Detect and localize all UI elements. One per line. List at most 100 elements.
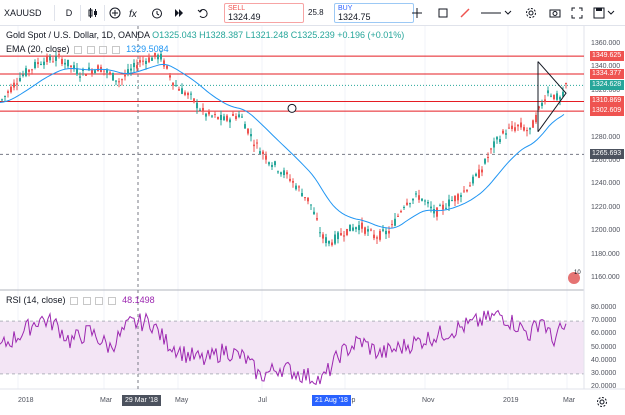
settings-icon[interactable] (524, 4, 538, 22)
candle-body (193, 98, 195, 103)
price-axis-label: 1340.000 (591, 63, 621, 71)
eye-icon[interactable] (74, 45, 83, 54)
price-tag: 1349.625 (590, 51, 624, 62)
alert-icon[interactable] (150, 4, 164, 22)
crosshair-icon[interactable] (410, 4, 424, 22)
buy-price: 1324.75 (338, 12, 371, 22)
candle-body (400, 211, 402, 213)
candle-body (553, 94, 555, 100)
bar-style-icon[interactable] (86, 4, 100, 22)
time-tag: 29 Mar '18 (122, 395, 161, 406)
settings-icon[interactable] (86, 45, 95, 54)
candle-body (364, 227, 366, 234)
candle-body (529, 127, 531, 130)
candle-body (484, 159, 486, 164)
candle-body (562, 91, 564, 97)
save-icon[interactable] (592, 4, 616, 22)
candle-body (268, 162, 270, 165)
candle-body (37, 62, 39, 65)
candles (1, 49, 567, 247)
fullscreen-icon[interactable] (570, 4, 584, 22)
candle-body (175, 85, 177, 87)
sell-button[interactable]: SELL 1324.49 (224, 3, 304, 23)
main-legend: Gold Spot / U.S. Dollar, 1D, OANDA O1325… (6, 30, 404, 40)
candle-body (148, 57, 150, 63)
candle-body (433, 208, 435, 214)
more-icon[interactable] (111, 45, 120, 54)
candle-body (523, 127, 525, 131)
candle-body (16, 83, 18, 85)
candle-body (142, 60, 144, 62)
candle-body (514, 127, 516, 131)
candle-body (304, 197, 306, 199)
replay-icon[interactable] (172, 4, 186, 22)
settings-icon[interactable] (82, 296, 91, 305)
more-icon[interactable] (107, 296, 116, 305)
rectangle-icon[interactable] (436, 4, 450, 22)
candle-body (262, 151, 264, 155)
candle-body (259, 151, 261, 154)
time-axis-label: Mar (563, 397, 576, 404)
line-style-dropdown[interactable] (478, 4, 514, 22)
candle-body (127, 69, 129, 74)
rsi-band (0, 321, 584, 374)
candle-body (340, 233, 342, 236)
compare-icon[interactable]: fx (128, 4, 144, 22)
candle-body (367, 229, 369, 232)
candle-body (112, 72, 114, 81)
candle-body (385, 230, 387, 235)
flag-icon[interactable] (568, 272, 580, 284)
drawing-icon[interactable] (458, 4, 472, 22)
candle-body (544, 99, 546, 102)
ema-line (0, 63, 565, 229)
candle-body (199, 109, 201, 111)
interval-button[interactable]: D (62, 4, 76, 22)
spread-value: 25.8 (308, 8, 324, 17)
indicators-icon[interactable] (108, 4, 122, 22)
time-axis-label: Nov (422, 397, 435, 404)
marker-circle (287, 103, 297, 113)
price-chart[interactable] (0, 26, 625, 415)
symbol-search[interactable]: XAUUSD (4, 4, 48, 22)
candle-body (394, 218, 396, 226)
price-tag: 1324.628 (590, 80, 624, 91)
candle-body (85, 74, 87, 76)
candle-body (427, 201, 429, 204)
candle-body (469, 185, 471, 187)
close-icon[interactable] (99, 45, 108, 54)
candle-body (58, 54, 60, 56)
candle-body (34, 61, 36, 68)
candle-body (67, 59, 69, 67)
price-tag: 1265.693 (590, 149, 624, 160)
candle-body (403, 207, 405, 209)
candle-body (496, 137, 498, 140)
candle-body (43, 61, 45, 66)
triangle-pattern (537, 61, 567, 133)
gear-icon[interactable] (596, 396, 608, 408)
candle-body (196, 102, 198, 109)
candle-body (136, 65, 138, 69)
undo-icon[interactable] (196, 4, 210, 22)
candle-body (52, 61, 54, 63)
event-badge: 10 (574, 270, 581, 276)
candle-body (412, 198, 414, 201)
chart-title: Gold Spot / U.S. Dollar, 1D, OANDA (6, 30, 150, 40)
candle-body (541, 102, 543, 106)
candle-body (154, 52, 156, 58)
time-tag: 21 Aug '18 (312, 395, 351, 406)
rsi-axis-label: 40.0000 (591, 356, 617, 364)
buy-button[interactable]: BUY 1324.75 (334, 3, 414, 23)
candle-body (430, 206, 432, 209)
candle-body (256, 142, 258, 144)
candle-body (280, 172, 282, 175)
close-icon[interactable] (95, 296, 104, 305)
eye-icon[interactable] (70, 296, 79, 305)
candle-body (415, 193, 417, 195)
candle-body (40, 63, 42, 65)
candle-body (166, 65, 168, 69)
candle-body (223, 116, 225, 121)
candle-body (556, 93, 558, 100)
candle-body (565, 82, 567, 84)
price-axis-label: 1280.000 (591, 133, 621, 141)
camera-icon[interactable] (548, 4, 562, 22)
